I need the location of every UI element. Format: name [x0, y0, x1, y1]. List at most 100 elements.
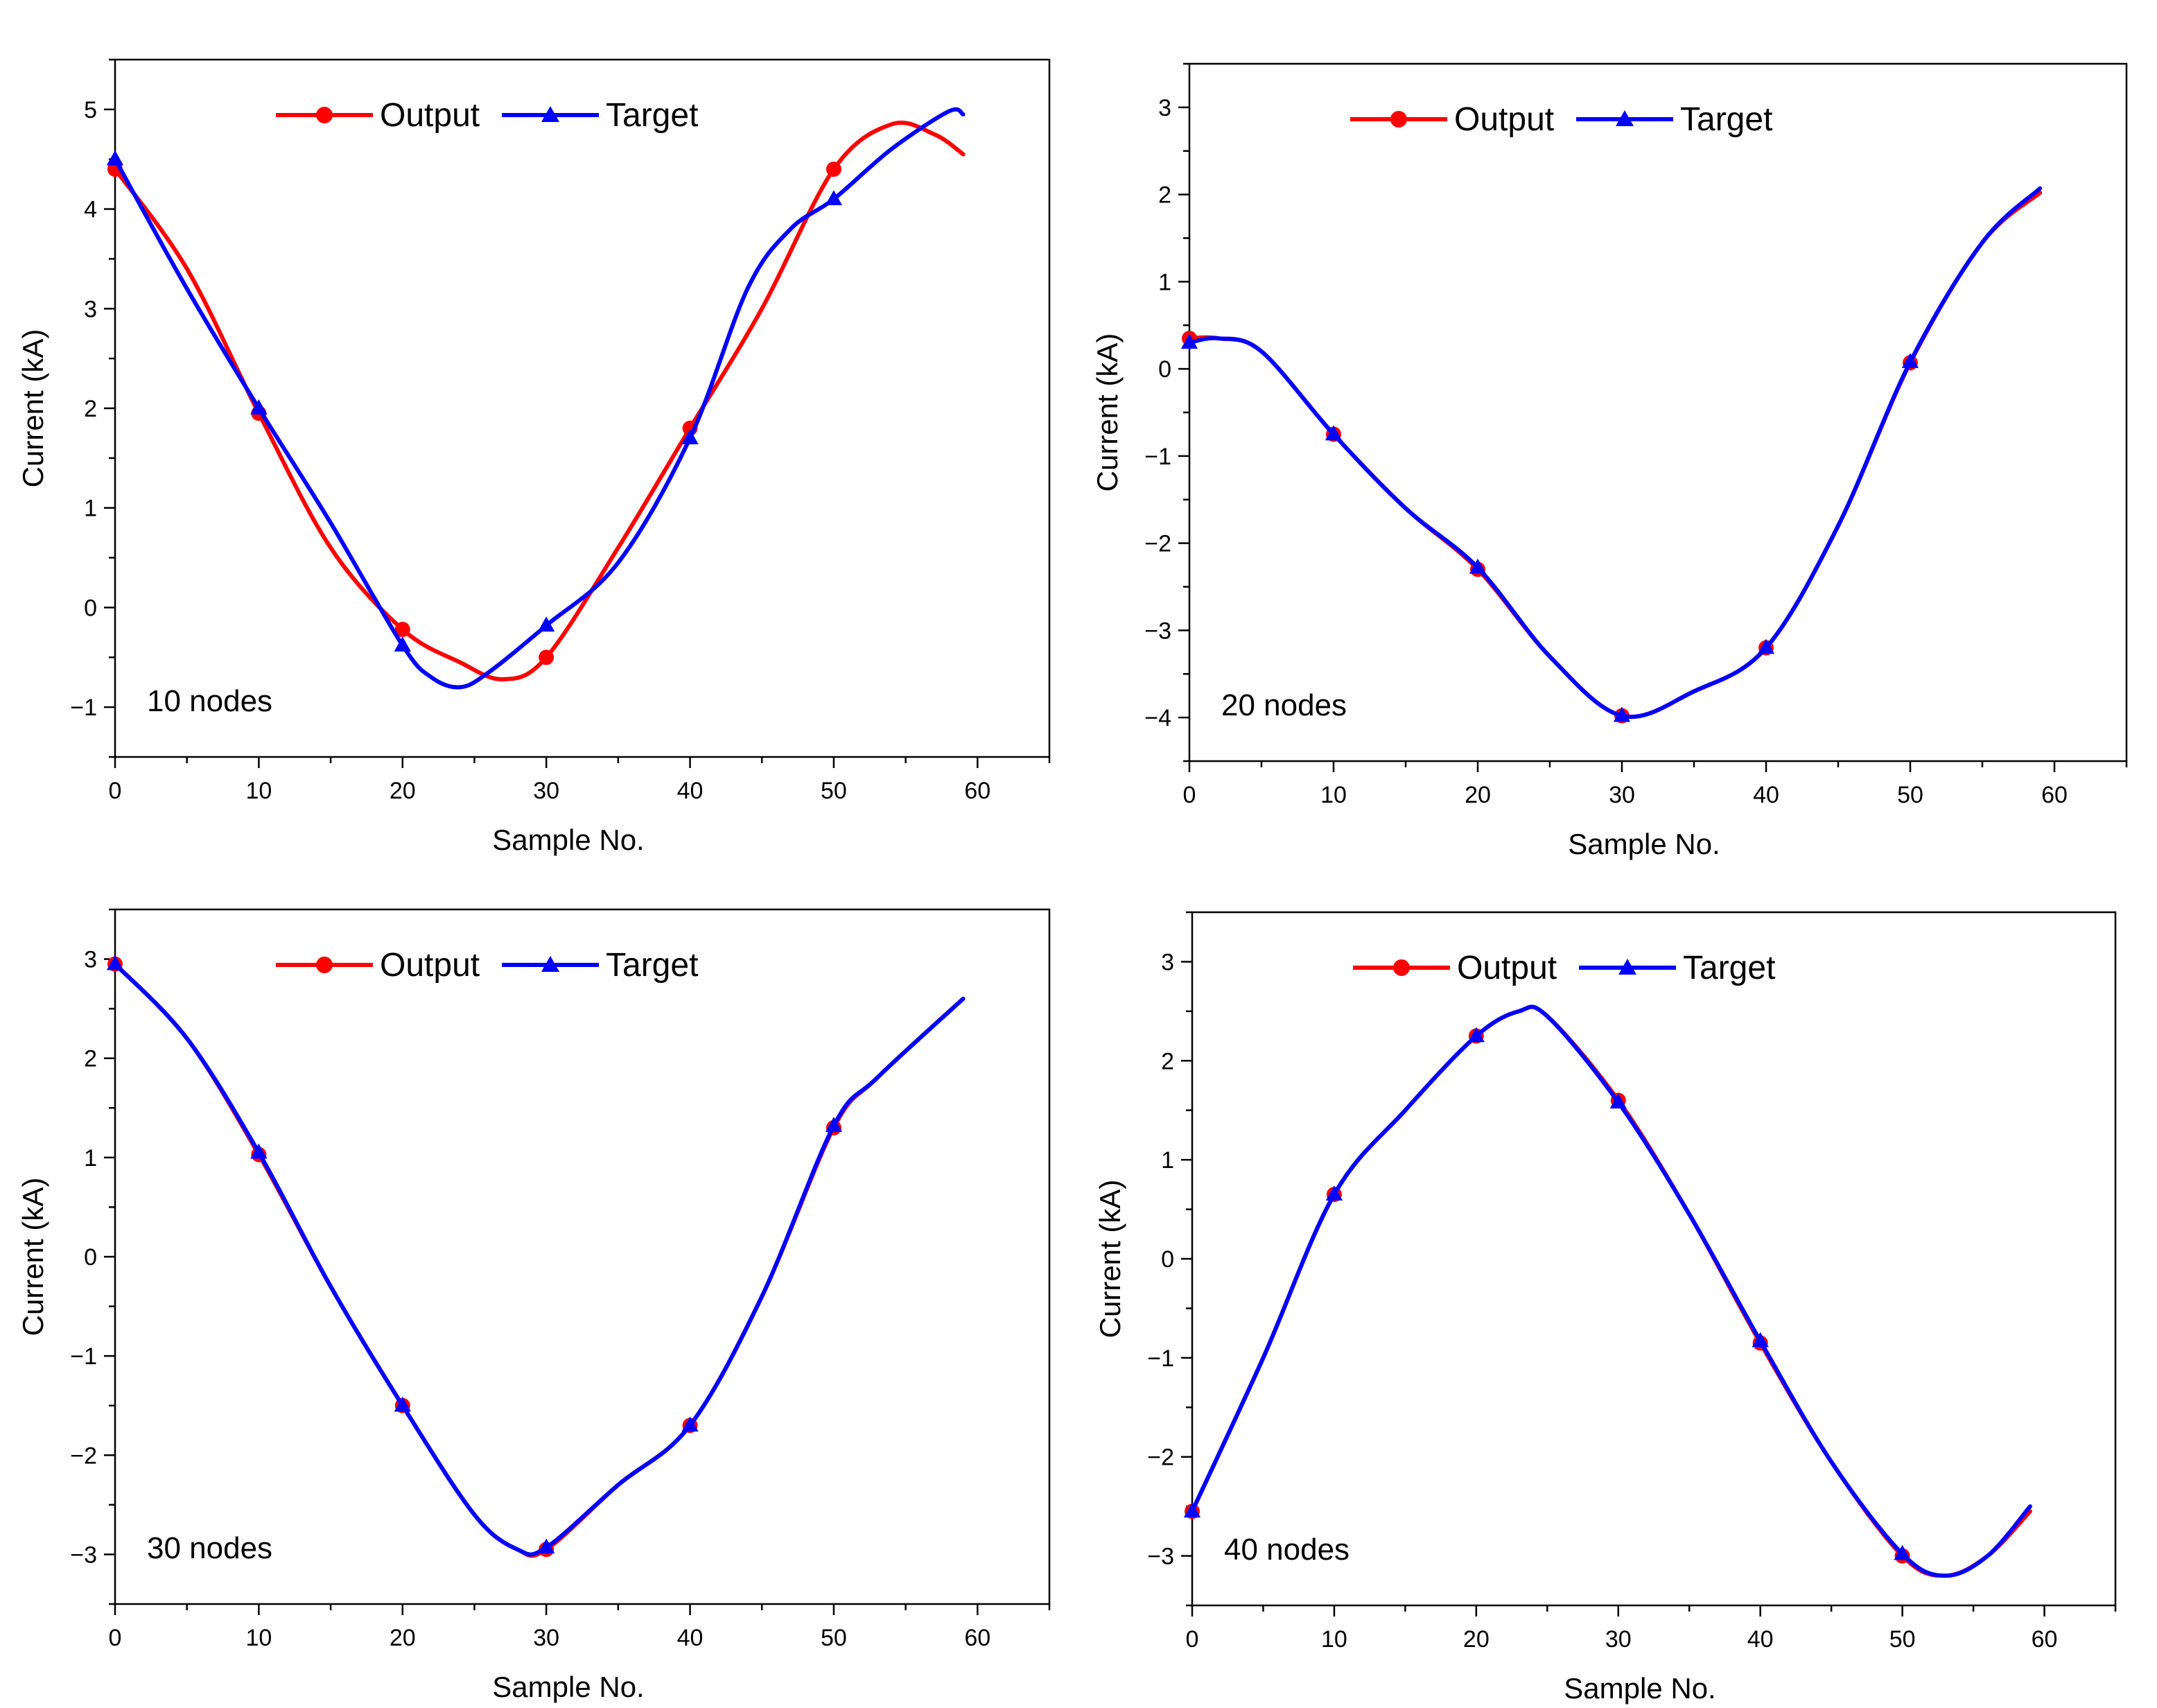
- x-tick-label: 10: [1320, 782, 1347, 808]
- data-point-output: [394, 622, 410, 638]
- data-point-target: [106, 955, 124, 970]
- data-point-target: [825, 190, 843, 205]
- x-tick-label: 50: [821, 1625, 847, 1651]
- y-axis-title: Current (kA): [17, 329, 49, 488]
- x-tick-label: 10: [245, 778, 272, 804]
- data-point-target: [250, 399, 268, 415]
- chart-panel-1: 0 10 20 30 40 50 60 −1 0 1 2 3 4 5 Sample No. Current (…: [17, 58, 1051, 856]
- y-tick-label: 3: [84, 296, 97, 322]
- y-tick-label: 0: [84, 595, 97, 621]
- y-tick-label: 3: [1161, 949, 1174, 975]
- series-line-target: [113, 961, 966, 1557]
- chart-panel-3: 0 10 20 30 40 50 60 −3 −2 −1 0 1 2 3 Sample No. Current…: [17, 908, 1051, 1703]
- legend-label-output: Output: [380, 947, 480, 984]
- y-axis-title: Current (kA): [1091, 333, 1124, 492]
- data-point-target: [538, 1538, 555, 1554]
- legend-label-target: Target: [1680, 101, 1772, 138]
- data-point-target: [1467, 1027, 1485, 1043]
- data-point-output: [826, 162, 841, 177]
- y-tick-label: −2: [1144, 531, 1171, 557]
- legend-label-output: Output: [1454, 101, 1554, 138]
- y-tick-label: 4: [84, 197, 97, 223]
- data-point-target: [538, 616, 555, 632]
- x-axis-title: Sample No.: [1568, 828, 1720, 860]
- x-tick-label: 10: [1321, 1626, 1347, 1653]
- x-tick-label: 50: [821, 778, 847, 804]
- data-point-target: [394, 636, 411, 652]
- legend-marker-output: [316, 957, 333, 973]
- legend-label-target: Target: [606, 947, 698, 984]
- x-tick-label: 20: [390, 1625, 416, 1651]
- data-point-target: [394, 1396, 411, 1412]
- node-count-annotation: 30 nodes: [147, 1531, 272, 1565]
- plot-frame: [1188, 62, 2128, 762]
- data-point-target: [1613, 706, 1631, 722]
- data-point-target: [1183, 1502, 1201, 1518]
- y-tick-label: −1: [1144, 444, 1171, 470]
- x-tick-label: 0: [109, 778, 122, 804]
- x-tick-label: 20: [390, 778, 416, 804]
- legend-label-output: Output: [1457, 950, 1557, 986]
- y-tick-label: 1: [84, 496, 97, 522]
- legend-label-target: Target: [606, 97, 698, 134]
- x-tick-label: 50: [1897, 782, 1923, 808]
- y-tick-label: −2: [1147, 1445, 1174, 1471]
- x-axis-title: Sample No.: [492, 824, 644, 856]
- y-axis-title: Current (kA): [1094, 1180, 1126, 1339]
- y-tick-label: −1: [70, 1343, 97, 1370]
- x-tick-label: 60: [2041, 782, 2068, 808]
- y-tick-label: −2: [70, 1443, 97, 1469]
- x-tick-label: 0: [1186, 1626, 1199, 1653]
- y-tick-label: 2: [84, 1046, 97, 1072]
- series-line-output: [113, 121, 966, 681]
- x-tick-label: 30: [533, 1625, 559, 1651]
- y-axis-title: Current (kA): [17, 1178, 49, 1336]
- legend-marker-target: [1618, 959, 1636, 975]
- data-point-target: [1180, 333, 1198, 349]
- y-tick-label: 1: [1158, 269, 1171, 295]
- y-tick-label: −3: [70, 1542, 97, 1568]
- y-tick-label: −1: [1147, 1345, 1174, 1372]
- y-tick-label: 0: [1161, 1246, 1174, 1273]
- x-tick-label: 40: [1753, 782, 1779, 808]
- data-point-target: [1469, 558, 1487, 574]
- x-tick-label: 50: [1889, 1626, 1916, 1653]
- legend-marker-target: [541, 956, 559, 972]
- node-count-annotation: 10 nodes: [147, 684, 272, 718]
- y-tick-label: −4: [1144, 705, 1171, 731]
- y-tick-label: 2: [1161, 1048, 1174, 1074]
- y-tick-label: 1: [84, 1145, 97, 1171]
- y-tick-label: −3: [1144, 618, 1171, 644]
- data-point-target: [1325, 425, 1343, 441]
- x-tick-label: 30: [1609, 782, 1635, 808]
- data-point-target: [681, 1416, 699, 1432]
- y-tick-label: 5: [84, 97, 97, 123]
- data-point-target: [1757, 638, 1775, 654]
- y-tick-label: 1: [1161, 1147, 1174, 1174]
- series-line-output: [113, 961, 966, 1558]
- x-tick-label: 40: [677, 778, 704, 804]
- data-point-target: [250, 1143, 268, 1159]
- x-axis-title: Sample No.: [492, 1671, 644, 1703]
- series-line-output: [1187, 191, 2043, 720]
- legend-marker-target: [541, 106, 559, 122]
- plot-frame: [1191, 911, 2117, 1607]
- node-count-annotation: 40 nodes: [1224, 1533, 1350, 1567]
- legend-label-output: Output: [380, 97, 480, 134]
- series-line-target: [1190, 1004, 2032, 1578]
- legend-marker-target: [1616, 110, 1634, 126]
- data-point-target: [1325, 1185, 1343, 1201]
- legend-marker-output: [1393, 959, 1410, 976]
- x-tick-label: 60: [2032, 1626, 2058, 1653]
- data-point-target: [106, 150, 124, 166]
- data-point-target: [1901, 353, 1919, 368]
- series-line-target: [1187, 186, 2043, 720]
- data-point-target: [825, 1117, 843, 1132]
- y-tick-label: 2: [84, 396, 97, 422]
- data-point-target: [681, 429, 699, 444]
- x-tick-label: 60: [964, 1625, 990, 1651]
- legend-marker-output: [316, 107, 333, 123]
- x-tick-label: 40: [677, 1625, 704, 1651]
- chart-panel-2: 0 10 20 30 40 50 60 −4 −3 −2 −1 0 1 2 3 Sample No. Curre…: [1091, 62, 2128, 860]
